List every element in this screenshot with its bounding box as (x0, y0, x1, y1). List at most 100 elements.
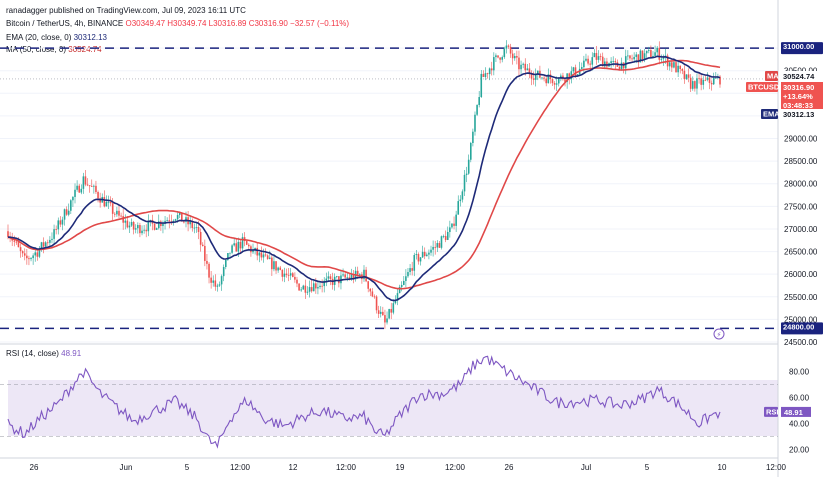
candle-body (687, 74, 690, 78)
candle-body (507, 45, 510, 47)
time-tick-label: 19 (396, 463, 405, 472)
candle-body (411, 268, 413, 271)
candle-body (388, 309, 390, 319)
candle-body (516, 55, 518, 58)
candle-body (402, 280, 405, 285)
rsi-tick-label: 80.00 (789, 368, 810, 377)
candle-body (103, 197, 106, 207)
time-tick-label: 5 (185, 463, 190, 472)
candle-body (189, 221, 191, 225)
candle-body (470, 142, 472, 160)
candle-body (254, 247, 256, 250)
candle-body (359, 274, 361, 276)
candle-body (522, 63, 524, 65)
candle-body (719, 76, 721, 85)
candle-body (601, 56, 604, 67)
candle-body (415, 254, 418, 256)
candle-body (614, 61, 617, 63)
candle-body (289, 273, 292, 276)
time-tick-label: 5 (645, 463, 650, 472)
candle-body (541, 77, 543, 79)
candle-body (55, 229, 57, 231)
candle-body (310, 287, 313, 292)
time-tick-label: 12:00 (230, 463, 251, 472)
candle-body (518, 57, 520, 70)
time-tick-label: 12:00 (766, 463, 787, 472)
candle-body (262, 254, 265, 258)
candle-body (248, 244, 250, 247)
symbol-title: Bitcoin / TetherUS, 4h, BINANCE (6, 19, 124, 28)
candle-body (277, 267, 279, 271)
ema-label-text: EMA (763, 110, 780, 119)
candle-body (53, 229, 55, 239)
candle-body (580, 67, 583, 69)
candle-body (21, 251, 24, 254)
symbol-line: Bitcoin / TetherUS, 4h, BINANCE O30349.4… (6, 19, 349, 28)
candle-body (220, 276, 223, 285)
candle-body (319, 285, 321, 288)
candle-body (583, 60, 585, 68)
candle-body (191, 221, 194, 229)
candle-body (155, 228, 158, 230)
candle-body (340, 275, 342, 284)
event-icon-glyph: ⚡ (717, 331, 722, 339)
candle-body (308, 287, 311, 292)
price-tick-label: 24500.00 (784, 338, 818, 347)
candle-body (681, 69, 684, 71)
candle-body (315, 283, 317, 289)
candle-body (461, 191, 464, 200)
candle-body (86, 184, 89, 186)
ema-legend: EMA (20, close, 0) 30312.13 (6, 33, 107, 42)
candle-body (568, 73, 571, 80)
candle-body (67, 210, 70, 215)
candle-body (442, 236, 445, 237)
candle-body (271, 257, 273, 270)
candle-body (486, 73, 489, 75)
candle-body (239, 241, 242, 249)
candle-body (176, 215, 179, 220)
price-tick-label: 29000.00 (784, 135, 818, 144)
candle-body (302, 285, 305, 290)
candle-body (503, 48, 506, 58)
candle-body (585, 58, 587, 61)
candle-body (715, 77, 717, 79)
candle-body (285, 273, 288, 275)
candle-body (174, 219, 177, 221)
candle-body (321, 285, 323, 287)
candle-body (245, 240, 248, 245)
candle-body (547, 74, 550, 84)
candle-body (114, 213, 116, 215)
ma-legend: MA (50, close, 0) 30524.74 (6, 45, 102, 54)
candle-body (428, 252, 430, 255)
candle-body (465, 173, 468, 175)
candle-body (400, 284, 403, 287)
candle-body (28, 258, 30, 260)
event-icon[interactable] (713, 328, 725, 340)
candle-body (658, 47, 661, 60)
level-top-tag-text: 31000.00 (783, 42, 814, 51)
candle-body (643, 53, 646, 60)
candle-body (635, 54, 638, 57)
ema20-line (7, 55, 721, 302)
candle-body (260, 252, 263, 258)
candle-body (49, 239, 51, 243)
rsi-tag-value: 48.91 (784, 408, 803, 417)
price-tick-label: 26500.00 (784, 248, 818, 257)
candle-body (513, 55, 516, 59)
candle-body (453, 223, 455, 226)
candle-body (654, 52, 656, 56)
rsi-tag-bg (781, 406, 811, 417)
candle-body (346, 277, 349, 279)
candle-body (677, 65, 679, 73)
ma-legend-label: MA (50, close, 0) (6, 45, 67, 54)
candle-body (283, 273, 286, 277)
candle-body (294, 276, 296, 280)
time-tick-label: 26 (30, 463, 39, 472)
candle-body (59, 220, 62, 225)
candle-body (545, 78, 547, 84)
candle-body (168, 220, 171, 222)
candle-body (390, 309, 393, 313)
moving-averages (7, 55, 721, 302)
candle-body (398, 286, 401, 294)
